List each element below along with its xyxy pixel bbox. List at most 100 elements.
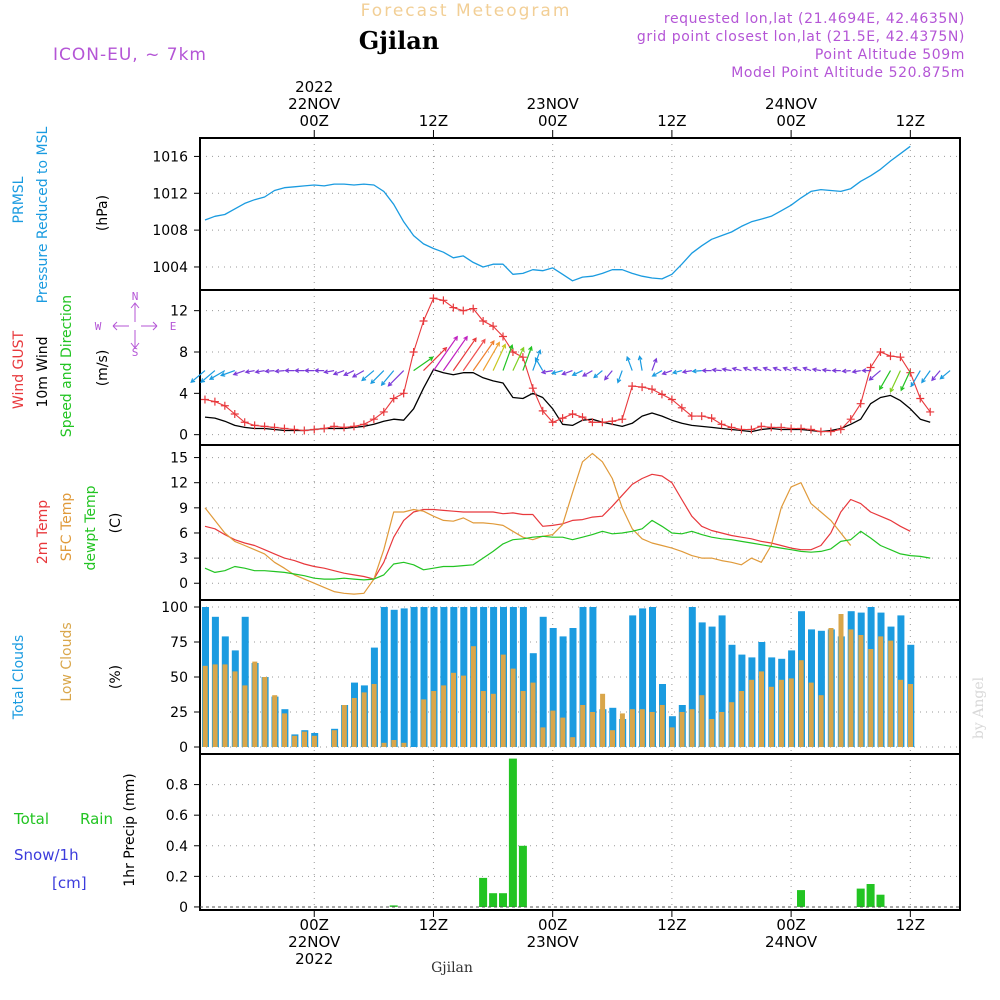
wind-gust-marker: [558, 414, 567, 423]
total-cloud-bar: [609, 707, 617, 747]
wind-unit: (m/s): [95, 350, 111, 387]
low-cloud-bar: [331, 730, 337, 747]
wind-gust-marker: [469, 304, 478, 313]
wind-gust-marker: [479, 317, 488, 325]
wind-direction-arrow: [868, 370, 881, 381]
total-cloud-bar: [817, 630, 825, 747]
wind-gust-marker: [787, 424, 796, 433]
low-cloud-bar: [749, 679, 755, 747]
total-cloud-bar: [420, 607, 428, 747]
rain-bar: [866, 884, 875, 907]
wind-direction-arrow: [313, 368, 325, 374]
wind-gust-marker: [548, 418, 557, 427]
wind-gust-marker: [528, 384, 537, 393]
compass-arrows-icon: [112, 302, 158, 349]
low-cloud-bar: [590, 712, 596, 747]
total-cloud-bar: [559, 636, 567, 747]
rain-bar: [389, 905, 398, 907]
clouds-label-2: Low Clouds: [59, 622, 75, 701]
low-cloud-bar: [550, 710, 556, 747]
low-cloud-bar: [838, 614, 844, 747]
low-cloud-bar: [510, 668, 516, 747]
low-cloud-bar: [470, 646, 476, 747]
sfc-temp-line: [204, 452, 852, 595]
wind-direction-arrow: [522, 345, 533, 371]
wind-gust-marker: [588, 418, 597, 427]
grid-point-coords: grid point closest lon,lat (21.5E, 42.43…: [637, 29, 965, 45]
low-cloud-bar: [739, 691, 745, 747]
low-cloud-bar: [222, 664, 228, 747]
total-cloud-bar: [549, 628, 557, 747]
total-cloud-bar: [629, 615, 637, 747]
wind-gust-marker: [518, 353, 527, 362]
wind-gust-marker: [568, 410, 577, 418]
low-cloud-bar: [530, 682, 536, 747]
wind-label-3: Speed and Direction: [59, 295, 75, 437]
wind-gust-marker: [449, 303, 458, 312]
wind-direction-arrow: [208, 370, 226, 380]
low-cloud-bar: [272, 695, 278, 747]
temp-unit: (C): [108, 513, 124, 534]
y-tick-label: 0.2: [166, 869, 188, 885]
wind-direction-arrow: [284, 368, 295, 374]
wind-direction-arrow: [889, 370, 901, 393]
wind-direction-arrow: [433, 335, 458, 371]
wind-direction-arrow: [742, 366, 752, 372]
total-cloud-bar: [589, 607, 597, 747]
y-tick-label: 9: [179, 501, 188, 517]
wind-direction-arrow: [452, 337, 477, 371]
watermark: by Angel: [971, 676, 987, 739]
low-cloud-bar: [371, 684, 377, 747]
wind-gust-marker: [310, 425, 319, 434]
y-tick-label: 6: [179, 526, 188, 542]
precip-panel-labels: Total Rain Snow/1h [cm] 1hr Precip (mm): [13, 773, 138, 892]
pressure-unit: (hPa): [95, 195, 111, 231]
low-cloud-bar: [818, 695, 824, 747]
temp-label-3: dewpt Temp: [83, 485, 99, 570]
y-tick-label: 15: [170, 451, 188, 467]
wind-direction-arrow: [603, 370, 613, 381]
wind-direction-arrow: [540, 369, 553, 375]
compass-e: E: [170, 320, 177, 333]
wind-direction-arrow: [244, 369, 255, 374]
low-cloud-bar: [689, 709, 695, 747]
y-tick-label: 100: [161, 600, 188, 616]
wind-direction-arrow: [332, 370, 345, 376]
total-cloud-bar: [440, 607, 448, 747]
total-cloud-bar: [579, 607, 587, 747]
wind-direction-arrow: [851, 369, 861, 374]
wind-direction-arrow: [294, 368, 305, 374]
wind-panel: 0 4 8 12: [170, 289, 961, 446]
wind-gust-marker: [379, 407, 388, 416]
x-tick-label-bottom: 00Z: [300, 916, 329, 934]
x-tick-label-top: 00Z: [538, 112, 567, 130]
low-cloud-bar: [619, 713, 625, 747]
wind-direction-arrow: [681, 369, 692, 374]
wind-label-2: 10m Wind: [35, 336, 51, 407]
wind-gust-marker: [727, 423, 736, 432]
y-tick-label: 0.4: [166, 839, 188, 855]
low-cloud-bar: [639, 709, 645, 747]
wind-gust-marker: [618, 415, 627, 424]
footer-location: Gjilan: [431, 960, 473, 976]
x-tick-label-top: 12Z: [657, 112, 686, 130]
wind-direction-arrow: [626, 355, 633, 371]
wind-gust-marker: [250, 421, 259, 430]
wind-direction-arrow: [939, 370, 951, 380]
precip-label-cm: [cm]: [52, 874, 87, 892]
wind-direction-arrow: [616, 370, 623, 384]
wind-gust-marker: [896, 353, 905, 362]
wind-gust-marker: [677, 403, 686, 412]
wind-direction-arrow: [752, 366, 762, 372]
total-cloud-bar: [380, 607, 388, 747]
wind-gust-marker: [290, 425, 299, 434]
pressure-line: [204, 145, 911, 282]
low-cloud-bar: [282, 713, 288, 747]
wind-gust-marker: [489, 322, 498, 331]
wind-direction-arrow: [841, 368, 851, 374]
wind-direction-arrow: [772, 366, 782, 372]
total-cloud-bar: [519, 607, 527, 747]
wind-gust-marker: [737, 425, 746, 434]
wind-gust-marker: [220, 401, 229, 410]
low-cloud-bar: [520, 691, 526, 747]
